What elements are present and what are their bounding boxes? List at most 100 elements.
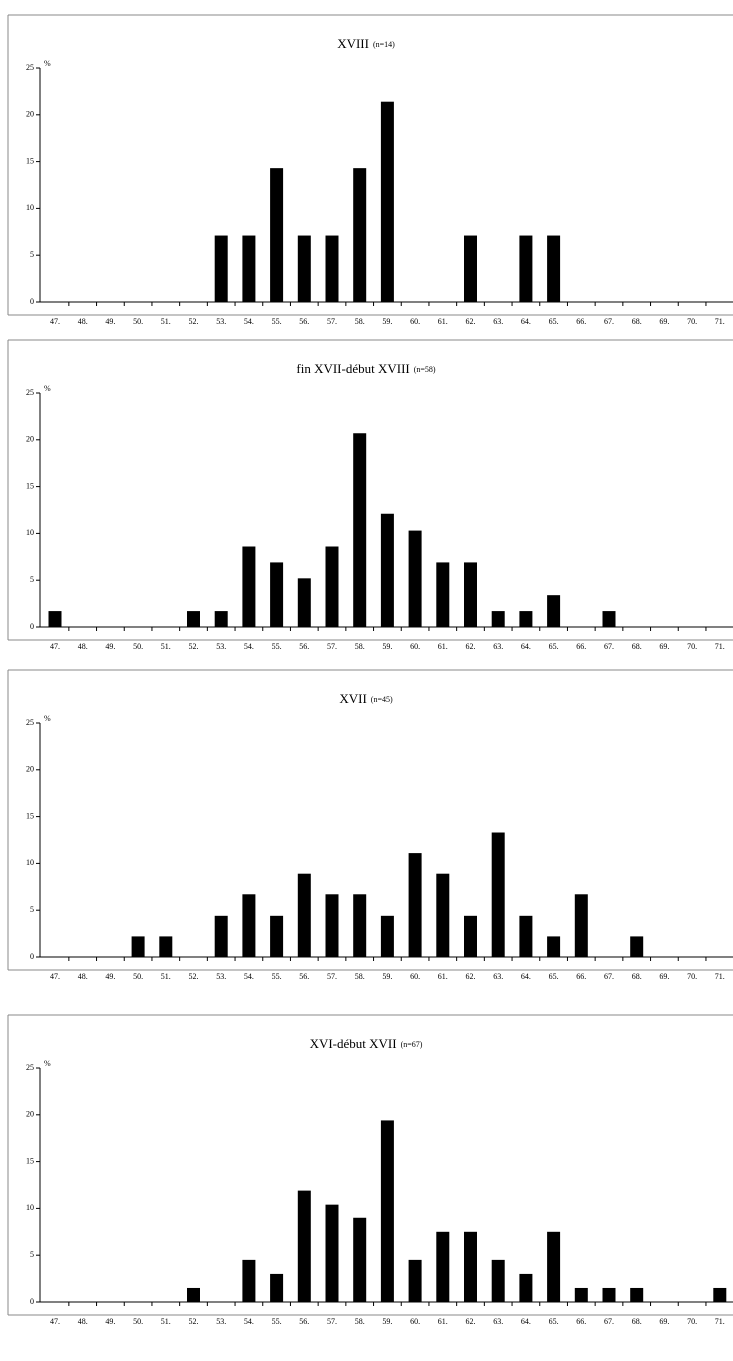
x-tick-label: 71. <box>715 642 725 651</box>
title-count: (n=58) <box>414 365 436 374</box>
x-tick-label: 63. <box>493 317 503 326</box>
x-tick-label: 69. <box>659 1317 669 1326</box>
bar <box>519 235 533 302</box>
bar <box>408 530 422 627</box>
bar <box>408 1259 422 1302</box>
x-tick-label: 62. <box>466 1317 476 1326</box>
x-tick-label: 66. <box>576 642 586 651</box>
x-tick-label: 60. <box>410 317 420 326</box>
x-tick-label: 57. <box>327 317 337 326</box>
bar <box>353 433 367 627</box>
bar <box>547 1231 561 1302</box>
x-tick-label: 56. <box>299 972 309 981</box>
bar <box>380 101 394 302</box>
x-tick-label: 60. <box>410 1317 420 1326</box>
bar <box>242 235 256 302</box>
y-tick-label: 10 <box>26 528 34 537</box>
x-tick-label: 55. <box>272 972 282 981</box>
y-tick-label: 0 <box>30 952 34 961</box>
x-tick-label: 47. <box>50 642 60 651</box>
x-tick-label: 53. <box>216 1317 226 1326</box>
x-tick-label: 47. <box>50 972 60 981</box>
x-tick-label: 51. <box>161 972 171 981</box>
title-main: XVI-début XVII <box>310 1036 397 1051</box>
x-tick-label: 52. <box>189 972 199 981</box>
y-tick-label: 0 <box>30 622 34 631</box>
bar <box>325 894 339 957</box>
x-tick-label: 68. <box>632 642 642 651</box>
bar <box>214 915 228 957</box>
x-tick-label: 57. <box>327 642 337 651</box>
y-tick-label: 15 <box>26 156 34 165</box>
y-tick-label: 5 <box>30 1250 34 1259</box>
y-axis-label: % <box>44 1059 51 1068</box>
bar <box>602 1287 616 1302</box>
x-tick-label: 51. <box>161 642 171 651</box>
y-axis-label: % <box>44 384 51 393</box>
x-tick-label: 59. <box>382 642 392 651</box>
x-tick-label: 54. <box>244 1317 254 1326</box>
x-tick-label: 62. <box>466 972 476 981</box>
chart-panel: XVIII (n=14)% 0 5 10 15 20 25 47. 48. 49. 50. 51. 52.… <box>7 14 733 326</box>
y-tick-label: 20 <box>26 1110 34 1119</box>
bar <box>270 1273 284 1302</box>
x-tick-label: 48. <box>78 972 88 981</box>
x-tick-label: 65. <box>549 642 559 651</box>
bar <box>242 894 256 957</box>
title-main: XVII <box>339 691 366 706</box>
x-tick-label: 60. <box>410 642 420 651</box>
x-tick-label: 64. <box>521 642 531 651</box>
bar <box>491 611 505 627</box>
y-axis-label: % <box>44 59 51 68</box>
x-tick-label: 70. <box>687 972 697 981</box>
x-tick-label: 53. <box>216 317 226 326</box>
x-tick-label: 55. <box>272 317 282 326</box>
x-tick-label: 57. <box>327 972 337 981</box>
x-tick-label: 58. <box>355 972 365 981</box>
chart-title: fin XVII-début XVIII (n=58) <box>296 361 436 376</box>
bar <box>353 1217 367 1302</box>
x-tick-label: 70. <box>687 1317 697 1326</box>
x-tick-label: 63. <box>493 1317 503 1326</box>
x-tick-label: 47. <box>50 1317 60 1326</box>
y-tick-label: 15 <box>26 811 34 820</box>
x-tick-label: 70. <box>687 317 697 326</box>
x-tick-label: 49. <box>105 1317 115 1326</box>
y-tick-label: 5 <box>30 905 34 914</box>
x-tick-label: 65. <box>549 1317 559 1326</box>
x-tick-label: 56. <box>299 642 309 651</box>
bar <box>574 1287 588 1302</box>
x-tick-label: 57. <box>327 1317 337 1326</box>
x-tick-label: 59. <box>382 1317 392 1326</box>
y-tick-label: 25 <box>26 718 34 727</box>
y-tick-label: 20 <box>26 110 34 119</box>
bar <box>297 578 311 627</box>
x-tick-label: 49. <box>105 972 115 981</box>
bar <box>353 168 367 302</box>
bar <box>630 1287 644 1302</box>
y-tick-label: 5 <box>30 250 34 259</box>
y-tick-label: 5 <box>30 575 34 584</box>
bar <box>491 1259 505 1302</box>
bar <box>270 168 284 302</box>
title-count: (n=14) <box>373 40 395 49</box>
title-count: (n=45) <box>371 695 393 704</box>
y-tick-label: 10 <box>26 1203 34 1212</box>
x-tick-label: 67. <box>604 1317 614 1326</box>
x-tick-label: 53. <box>216 642 226 651</box>
y-tick-label: 20 <box>26 765 34 774</box>
x-tick-label: 71. <box>715 972 725 981</box>
bar <box>464 1231 477 1302</box>
y-tick-label: 25 <box>26 63 34 72</box>
bar <box>353 894 367 957</box>
chart-panel: fin XVII-début XVIII (n=58)% 0 5 10 15 20 25 47.… <box>7 339 733 651</box>
bar <box>602 611 616 627</box>
chart-title: XVII (n=45) <box>339 691 393 706</box>
x-tick-label: 61. <box>438 317 448 326</box>
x-tick-label: 69. <box>659 642 669 651</box>
bar <box>214 611 228 627</box>
bar <box>159 936 173 957</box>
x-tick-label: 66. <box>576 1317 586 1326</box>
x-tick-label: 64. <box>521 972 531 981</box>
bar <box>297 873 311 957</box>
